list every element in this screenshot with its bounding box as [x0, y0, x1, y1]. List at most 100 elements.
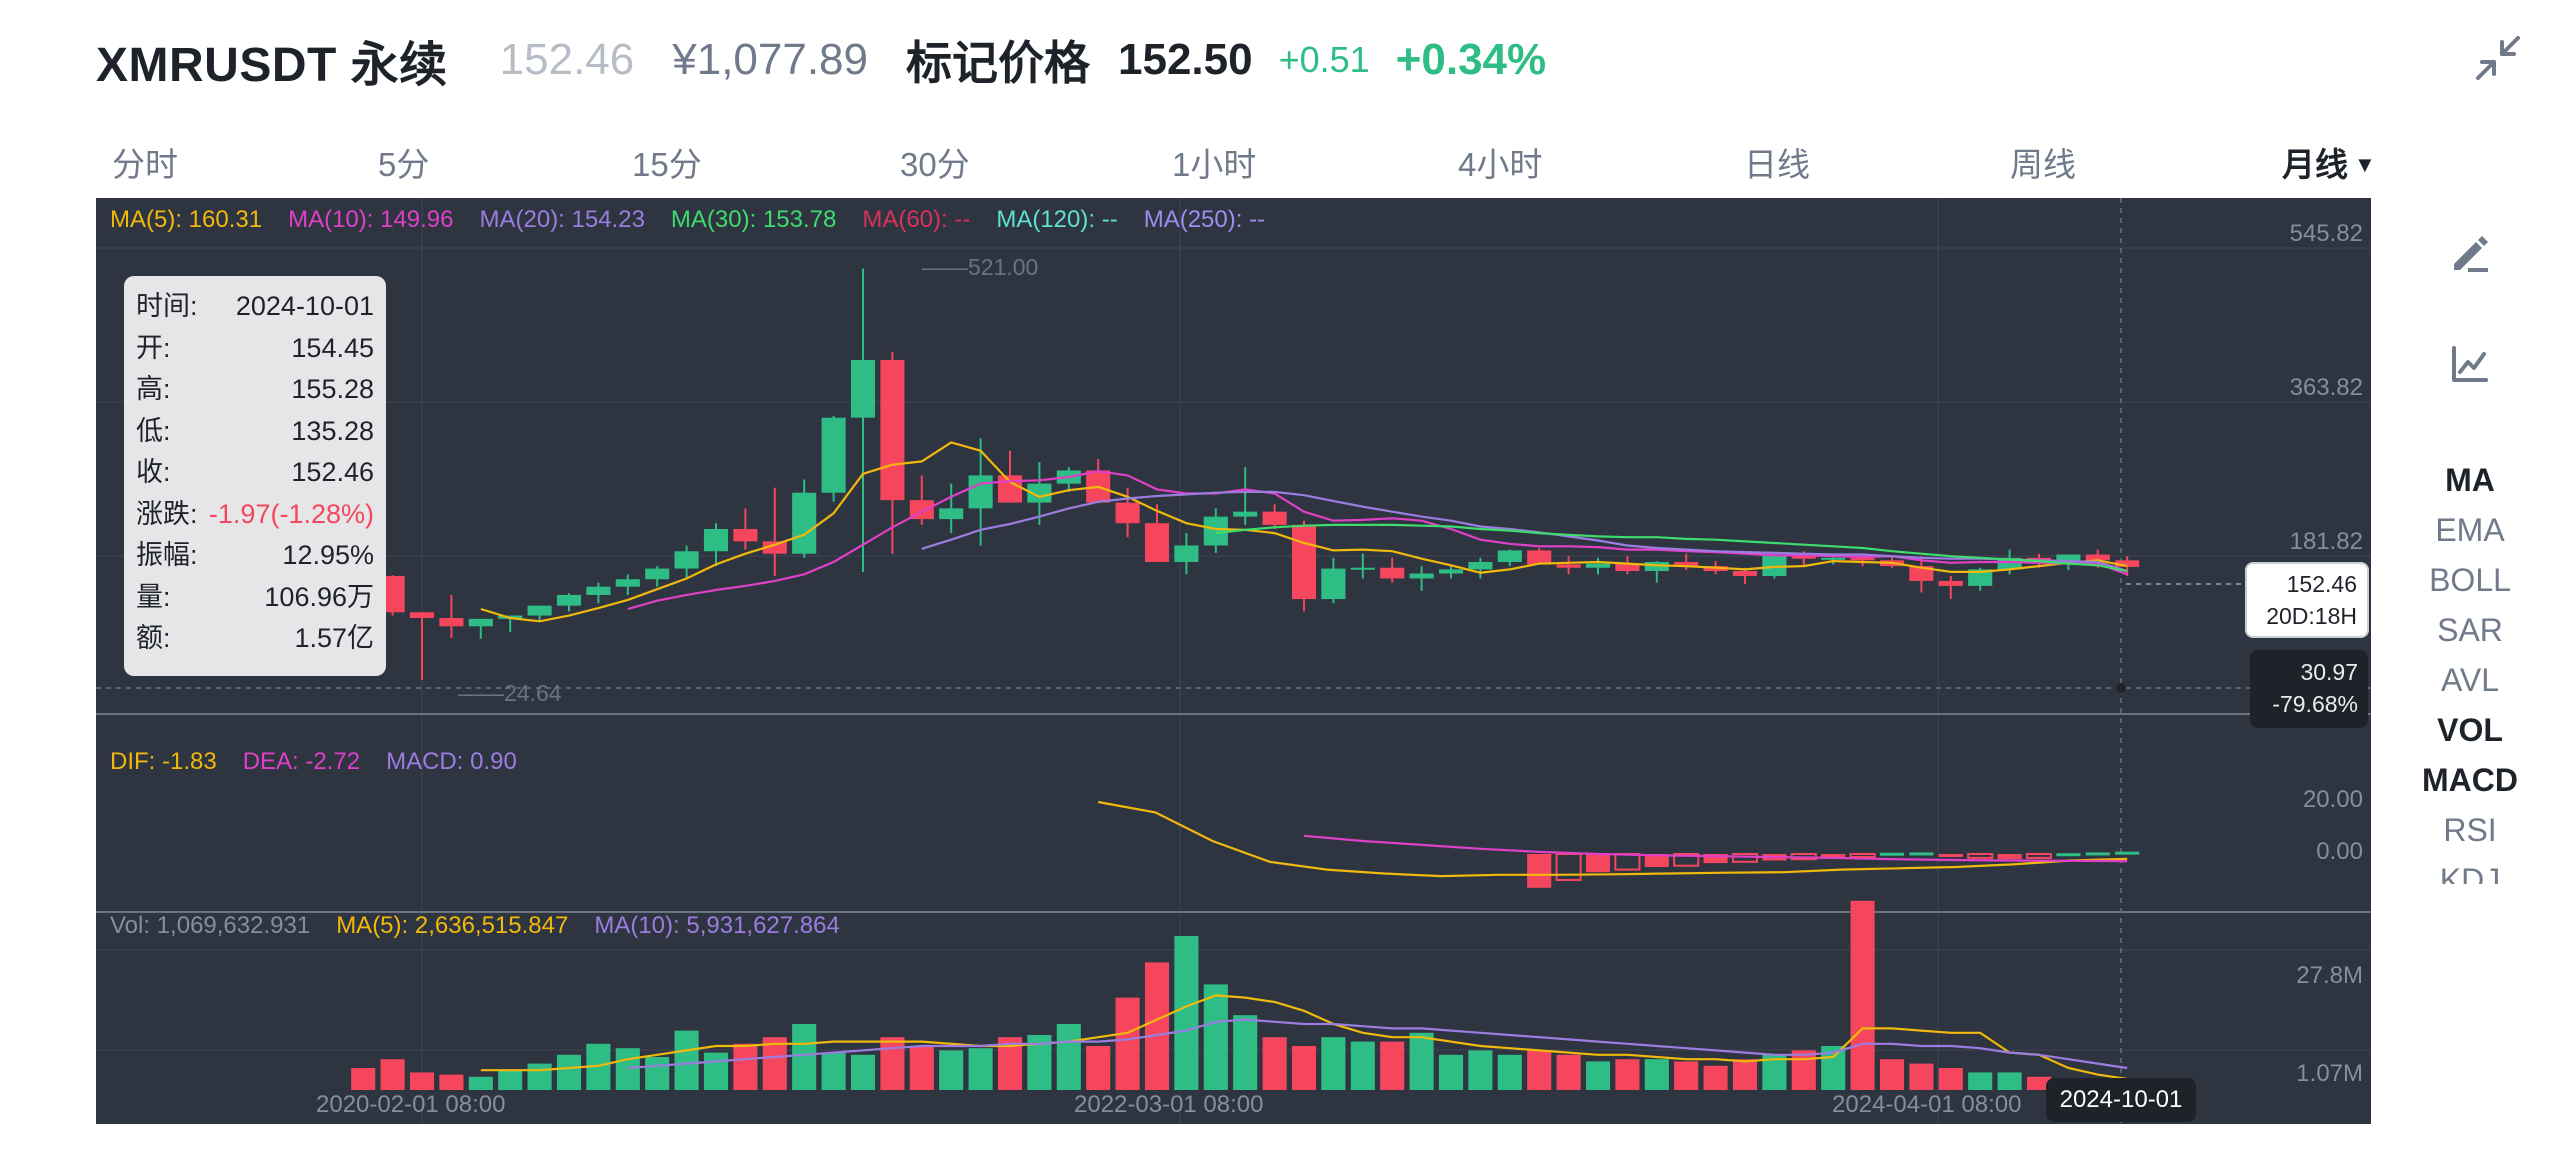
kline-chart[interactable]: MA(5): 160.31 MA(10): 149.96 MA(20): 154.2… — [96, 198, 2371, 1124]
tab-interval[interactable]: 月线 ▼ — [2282, 138, 2376, 186]
macd-hist-bar — [1879, 852, 1905, 856]
tab-interval[interactable]: 4小时 — [1458, 138, 1542, 186]
candle-body — [527, 605, 552, 616]
candle-body — [409, 612, 435, 619]
candle-body — [1497, 550, 1522, 562]
candle-body — [1233, 511, 1258, 517]
volume-bar — [1674, 1061, 1699, 1090]
candle-body — [1821, 557, 1846, 560]
volume-bar — [351, 1068, 376, 1090]
tab-interval[interactable]: 周线 — [2010, 138, 2076, 186]
candle-body — [1115, 502, 1140, 524]
indicator-boll[interactable]: BOLL — [2429, 562, 2511, 598]
indicator-rsi[interactable]: RSI — [2443, 812, 2497, 848]
macd-hist-bar — [2025, 853, 2053, 859]
volume-bar — [1527, 1050, 1552, 1090]
candle-body — [762, 541, 787, 554]
kline-chart-canvas[interactable] — [96, 198, 2371, 1124]
chart-max-marker: ——521.00 — [922, 254, 1039, 280]
indicator-kdj[interactable]: KDJ — [2439, 862, 2501, 884]
macd-hist-bar — [1967, 853, 1994, 859]
tooltip-value: 12.95% — [282, 540, 374, 570]
volume-bar — [703, 1052, 729, 1090]
last-price: 152.46 — [499, 35, 635, 84]
symbol-title[interactable]: XMRUSDT 永续 — [96, 39, 448, 92]
tab-interval[interactable]: 日线 — [1744, 138, 1810, 186]
candle-body — [1203, 516, 1228, 546]
collapse-arrows-icon[interactable] — [2470, 30, 2526, 86]
time-axis-label: 2024-04-01 08:00 — [1832, 1091, 2022, 1118]
tab-interval[interactable]: 30分 — [900, 138, 970, 186]
volume-bar — [1350, 1041, 1375, 1090]
macd-hist-bar — [1909, 852, 1934, 856]
mark-price-value: 152.50 — [1118, 35, 1253, 84]
macd-axis-label: 0.00 — [2316, 838, 2363, 865]
candle-body — [586, 586, 611, 595]
candle-body — [880, 359, 905, 501]
candle-body — [1791, 555, 1816, 559]
candle-body — [1556, 564, 1581, 568]
tooltip-row: 低: 135.28 — [136, 411, 374, 453]
candle-body — [1909, 566, 1934, 581]
candle-body — [1174, 545, 1199, 562]
tooltip-row: 量: 106.96万 — [136, 577, 374, 619]
candle-body — [939, 508, 964, 520]
tab-interval[interactable]: 1小时 — [1172, 138, 1256, 186]
tab-label: 1小时 — [1172, 146, 1257, 183]
indicator-macd[interactable]: MACD — [2422, 762, 2518, 798]
line-chart-icon[interactable] — [2446, 340, 2494, 388]
legend-item: MA(30): 153.78 — [670, 206, 837, 233]
volume-bar — [1556, 1054, 1581, 1090]
tab-label: 30分 — [900, 146, 970, 183]
indicator-sar[interactable]: SAR — [2437, 612, 2503, 648]
volume-bar — [968, 1048, 993, 1090]
candle-body — [850, 359, 876, 418]
volume-bar — [792, 1024, 817, 1090]
tooltip-key: 高: — [136, 374, 171, 404]
volume-bar — [1203, 984, 1228, 1090]
candle-body — [2056, 554, 2081, 562]
last-price-tag: 152.46 20D:18H — [2245, 562, 2369, 638]
tooltip-key: 额: — [136, 623, 171, 653]
tab-interval[interactable]: 15分 — [632, 138, 702, 186]
volume-bar — [527, 1063, 552, 1090]
indicator-ema[interactable]: EMA — [2435, 512, 2505, 548]
candle-body — [615, 579, 640, 587]
candle-body — [1644, 561, 1669, 572]
volume-bar — [1056, 1024, 1081, 1090]
volume-bar — [380, 1059, 405, 1090]
indicator-vol[interactable]: VOL — [2437, 712, 2503, 748]
price-axis-label: 363.82 — [2289, 374, 2363, 401]
candle-body — [1291, 524, 1317, 600]
time-axis-label: 2020-02-01 08:00 — [316, 1091, 506, 1118]
macd-hist-bar — [2056, 853, 2081, 857]
tooltip-key: 时间: — [136, 291, 198, 321]
volume-bar — [1291, 1046, 1317, 1090]
tooltip-key: 振幅: — [136, 540, 198, 570]
pencil-draw-icon[interactable] — [2446, 228, 2494, 276]
tab-interval[interactable]: 分时 — [112, 138, 178, 186]
volume-bar — [939, 1050, 964, 1090]
vol-legend: Vol: 1,069,632.931 MA(5): 2,636,515.847 MA… — [110, 912, 866, 940]
tab-label: 月线 — [2282, 146, 2348, 183]
vol-ma5-line — [480, 994, 2128, 1081]
macd-hist-bar — [1614, 853, 1641, 871]
legend-item: MA(20): 154.23 — [479, 206, 645, 233]
candle-body — [2115, 560, 2140, 567]
indicator-ma[interactable]: MA — [2445, 462, 2495, 498]
volume-bar — [674, 1030, 699, 1090]
volume-bar — [1703, 1065, 1728, 1090]
candle-body — [1527, 550, 1552, 565]
volume-bar — [1644, 1059, 1669, 1090]
macd-hist-bar — [1555, 853, 1582, 881]
volume-bar — [615, 1048, 640, 1090]
candle-body — [821, 417, 846, 493]
tooltip-value: 155.28 — [291, 374, 374, 404]
volume-bar — [439, 1074, 464, 1090]
indicator-sidebar: MA EMA BOLL SAR AVL VOL MACD RSI KDJ — [2380, 198, 2560, 1124]
tab-interval[interactable]: 5分 — [378, 138, 429, 186]
tooltip-value: -1.97(-1.28%) — [208, 498, 374, 529]
tooltip-value: 152.46 — [291, 457, 374, 487]
indicator-avl[interactable]: AVL — [2440, 662, 2500, 698]
macd-hist-bar — [1585, 854, 1611, 873]
